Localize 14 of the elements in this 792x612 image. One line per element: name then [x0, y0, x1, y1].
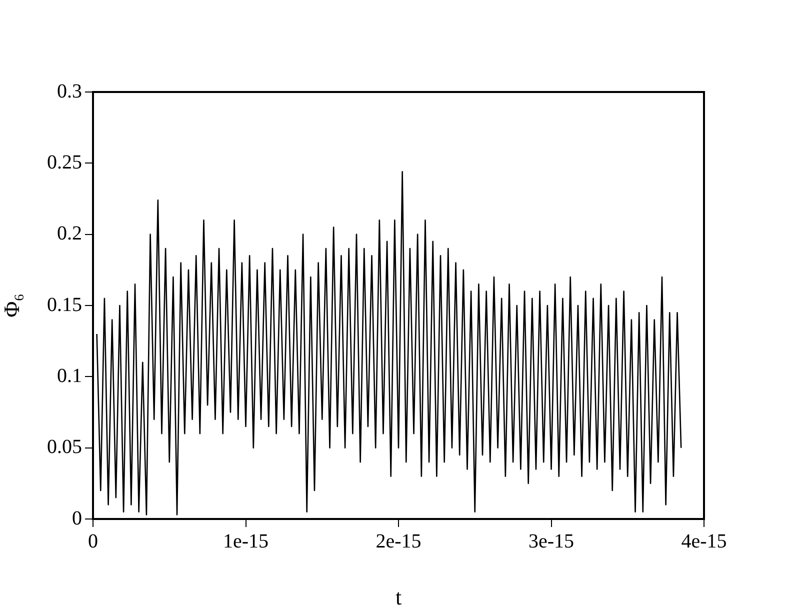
y-tick-label: 0.1 — [57, 364, 82, 387]
x-tick-label: 1e-15 — [222, 530, 269, 552]
x-tick-label: 2e-15 — [376, 530, 422, 552]
y-tick-label: 0.15 — [47, 294, 82, 316]
x-axis-title: t — [395, 584, 402, 610]
y-axis-title: Φ₆ — [0, 294, 24, 318]
y-tick-label: 0.2 — [57, 222, 82, 245]
x-tick-label: 0 — [88, 530, 98, 552]
y-tick-label: 0.25 — [47, 151, 82, 174]
x-tick-label: 4e-15 — [681, 530, 727, 552]
x-tick-label: 3e-15 — [528, 530, 574, 552]
y-tick-label: 0.05 — [47, 436, 82, 458]
y-tick-label: 0 — [72, 507, 82, 530]
y-tick-label: 0.3 — [57, 80, 82, 102]
